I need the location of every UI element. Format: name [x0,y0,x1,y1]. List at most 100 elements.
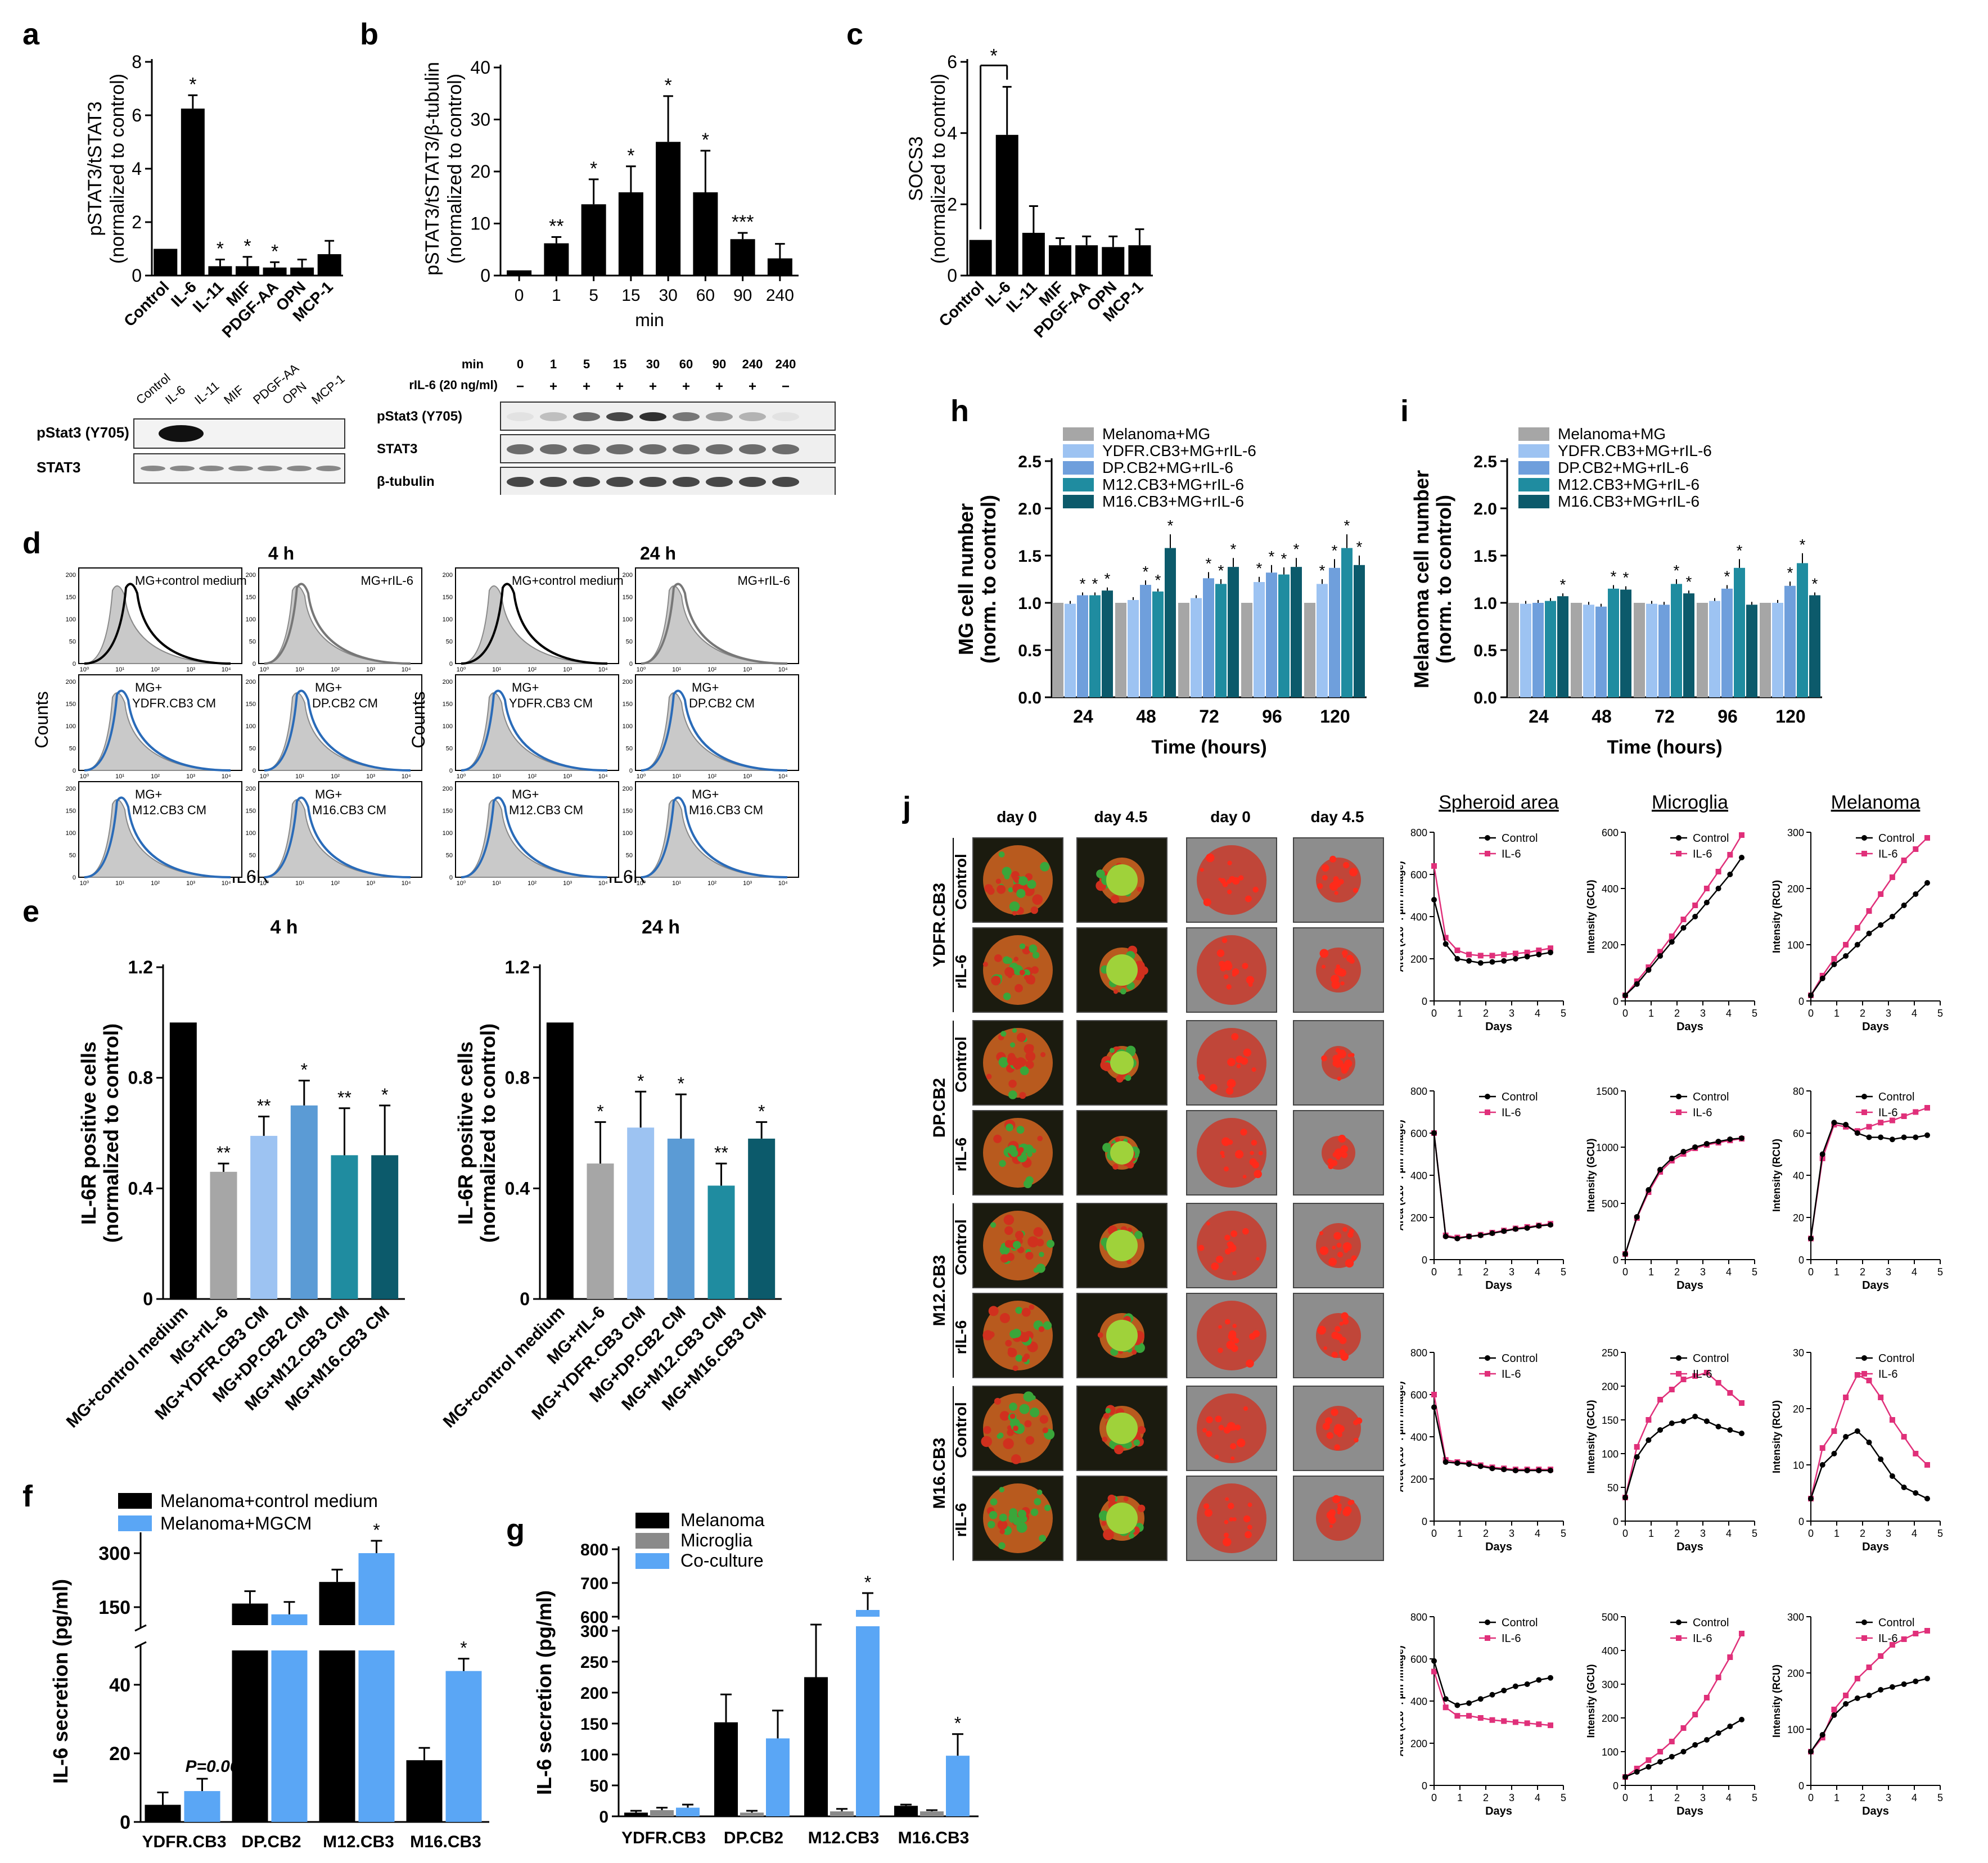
il6-series-point [1431,863,1437,869]
legend-marker [1485,1109,1490,1115]
y-axis-title: Melanoma cell number [1410,470,1433,688]
significance-marker: * [590,158,597,179]
panel-f-chart: 0 20 40 150 300 IL-6 secretion (pg/ml) Melanom… [49,1491,489,1851]
il6-series-point [1536,948,1542,953]
cell-dot [999,1528,1005,1535]
significance-marker: * [1674,562,1680,579]
y-tick-label: 100 [1787,1724,1804,1735]
control-series-point [1727,1724,1733,1729]
hist-x-tick: 10² [151,880,160,887]
control-series-point [1442,1459,1449,1465]
significance-marker: * [990,45,998,66]
x-tick-label: 2 [1860,1266,1865,1278]
y-tick-label: 40 [1793,1170,1804,1181]
histogram-label: YDFR.CB3 CM [509,696,593,710]
y-tick-label: 20 [109,1743,130,1765]
cell-dot [1029,1408,1040,1418]
cell-dot [1341,1063,1349,1072]
il6-series-line [1625,834,1743,996]
x-tick-label: 1 [1457,1792,1463,1803]
cell-dot [1206,1416,1213,1423]
legend-label: IL-6 [1693,1632,1712,1645]
cell-dot [1322,1422,1330,1431]
legend-label: DP.CB2+MG+rIL-6 [1558,459,1689,476]
cell-dot [1096,869,1105,878]
hist-x-tick: 10⁴ [598,666,608,673]
legend-label: Control [1878,1352,1914,1365]
bar [1520,603,1531,697]
cell-dot [1012,910,1017,916]
y-tick-label: 1.0 [1018,594,1042,613]
cell-dot [1128,1533,1134,1539]
il6-series-line [1433,1133,1551,1238]
control-series-point [1548,949,1553,955]
bar [1102,247,1125,276]
il6-series-point [1634,1766,1640,1771]
cell-dot [1322,864,1329,872]
blot-band [606,444,633,454]
blot-ril6-value: + [682,379,690,394]
blot-band [639,412,666,421]
il6-series-point [1843,1693,1849,1698]
cell-dot [1218,1347,1223,1354]
cell-dot [1016,888,1026,898]
legend-label: Control [1693,1617,1729,1629]
panel-j-spheroid-images: day 0 day 4.5 day 0 day 4.5YDFR.CB3Controlr… [930,808,1384,1561]
bar [1571,603,1582,697]
y-axis-title: (norm. to control) [1432,495,1455,664]
il6-series-point [1819,1735,1825,1740]
x-tick-label: 5 [1937,1008,1943,1019]
il6-series-line [1625,1633,1743,1778]
sample-histogram [264,583,411,665]
blot-band [316,466,341,471]
panel-label-a: a [22,17,40,51]
cell-dot [1017,1246,1024,1253]
x-tick-label: 5 [1752,1528,1757,1539]
control-series-point [1622,1251,1628,1257]
cell-dot [1019,1091,1026,1099]
bar [856,1610,880,1617]
il6-series-point [1901,858,1907,863]
legend-swatch [1518,444,1549,458]
cell-dot [1338,879,1344,885]
row-label: rIL-6 [952,1138,970,1172]
y-tick-label: 200 [1410,1212,1427,1224]
panel-e-chart-24h: 24 h 0 0.4 0.8 1.2 IL-6R positive cells (norma… [440,917,782,1432]
control-series-point [1657,1427,1664,1433]
legend-marker [1676,1635,1682,1641]
il6-series-point [1913,1631,1919,1636]
cell-dot [1012,1241,1021,1249]
bar [445,1671,482,1822]
cell-dot [1132,1350,1137,1355]
legend-marker [1485,1635,1490,1641]
cell-dot [1225,1497,1229,1501]
il6-series-point [1727,1654,1733,1660]
histogram-label: MG+rIL-6 [737,574,790,588]
hist-y-tick: 50 [69,638,76,645]
sample-histogram [461,689,608,772]
hist-x-tick: 10⁴ [778,666,788,673]
hist-x-tick: 10¹ [115,666,124,673]
cell-dot [982,962,988,967]
control-series-point [1913,891,1919,897]
control-series-point [1831,1451,1837,1456]
cell-dot [1206,853,1215,863]
y-tick-label: 0.5 [1018,642,1042,660]
y-tick-label: 0 [1613,1780,1619,1792]
legend-marker [1485,1620,1490,1625]
control-series-point [1512,956,1518,962]
x-tick-label: 1 [1648,1266,1654,1278]
histogram-label: M12.CB3 CM [132,803,206,817]
cell-dot [1137,886,1142,892]
cell-dot [1224,960,1232,969]
y-tick-label: 6 [132,105,142,125]
x-tick-label: 5 [1752,1792,1757,1803]
bar [1595,606,1607,697]
cell-dot [1101,1521,1106,1526]
hist-x-tick: 10³ [366,666,375,673]
hist-x-tick: 10¹ [115,880,124,887]
y-tick-label: 200 [1602,940,1619,951]
significance-marker: * [1560,576,1566,593]
bar [946,1756,970,1816]
il6-series-point [1657,1749,1664,1754]
